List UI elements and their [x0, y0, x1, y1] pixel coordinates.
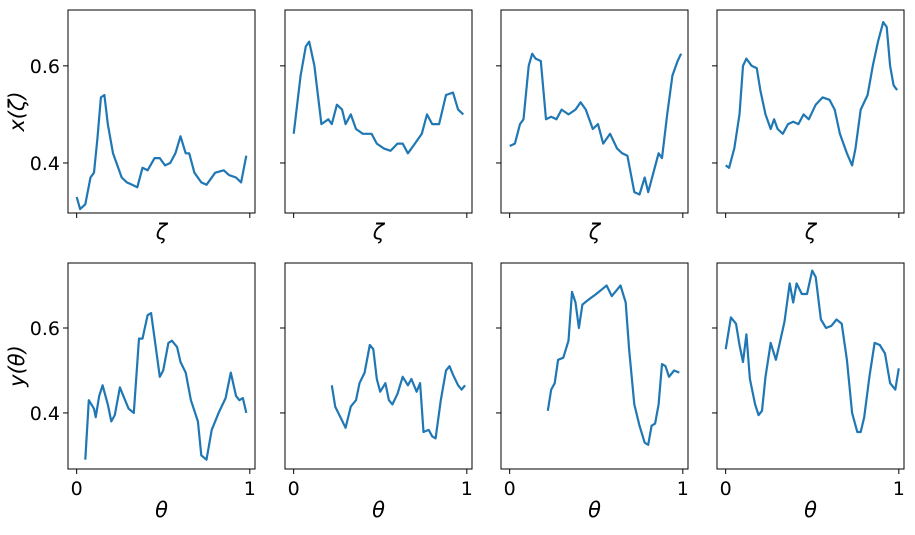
y-tick-label: 0.6 [30, 318, 60, 340]
x-axis-label: θ [804, 498, 817, 522]
x-axis-label: θ [155, 498, 168, 522]
x-tick-label: 1 [461, 478, 473, 500]
x-tick-label: 1 [244, 478, 256, 500]
axes-frame [284, 9, 473, 214]
x-tick-label: 0 [504, 478, 516, 500]
x-tick-label: 0 [720, 478, 732, 500]
y-tick-label: 0.6 [30, 56, 60, 78]
x-tick-label: 0 [288, 478, 300, 500]
x-tick-label: 1 [893, 478, 905, 500]
x-tick-label: 0 [71, 478, 83, 500]
line [546, 284, 680, 446]
x-axis-label: ζ [588, 220, 602, 244]
axes-frame [67, 262, 256, 470]
y-axis-label: x(ζ) [5, 91, 29, 132]
x-tick-label: 1 [677, 478, 689, 500]
axes-frame [284, 262, 473, 470]
y-tick-label: 0.4 [30, 403, 60, 425]
axes-frame [716, 262, 905, 470]
axes-frame [500, 9, 689, 214]
line [724, 269, 900, 434]
line [725, 21, 898, 169]
line [330, 343, 466, 440]
line [292, 40, 465, 155]
x-axis-label: θ [372, 498, 385, 522]
y-tick-label: 0.4 [30, 153, 60, 175]
axes-frame [716, 9, 905, 214]
line [75, 93, 248, 211]
y-axis-label: y(θ) [5, 345, 29, 388]
x-axis-label: θ [588, 498, 601, 522]
x-axis-label: ζ [155, 220, 169, 244]
line [509, 52, 683, 196]
axes-frame [500, 262, 689, 470]
line [84, 312, 248, 461]
x-axis-label: ζ [804, 220, 818, 244]
x-axis-label: ζ [372, 220, 386, 244]
axes-frame [67, 9, 256, 214]
